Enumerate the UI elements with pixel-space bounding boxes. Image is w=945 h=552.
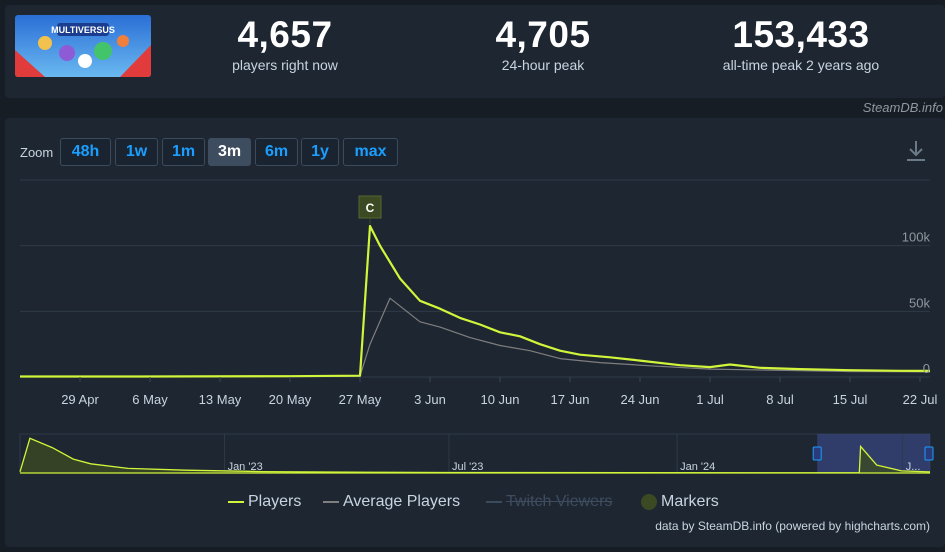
peak-24h-value: 4,705 xyxy=(495,14,591,55)
navigator-tick-label: Jan '23 xyxy=(228,461,263,473)
players-series-line xyxy=(20,224,931,378)
legend-twitch-viewers[interactable]: Twitch Viewers xyxy=(486,493,612,511)
zoom-max-button[interactable]: max xyxy=(343,138,398,166)
y-tick-label: 100k xyxy=(902,230,931,245)
chart-series xyxy=(19,224,931,378)
stats-panel xyxy=(5,5,945,98)
marker-c-label: C xyxy=(366,201,375,215)
x-tick-label: 27 May xyxy=(339,392,382,407)
game-art-icon: MULTIVERSUS xyxy=(15,15,151,77)
x-tick-label: 15 Jul xyxy=(833,392,868,407)
navigator[interactable]: Jan '23 Jul '23 Jan '24 J... xyxy=(19,433,934,474)
y-tick-label: 0 xyxy=(923,361,930,376)
stat-all-time-peak: 153,433 all-time peak 2 years ago xyxy=(681,14,921,74)
legend-players-label: Players xyxy=(248,493,302,510)
y-tick-label: 50k xyxy=(909,295,930,310)
chart-credits[interactable]: data by SteamDB.info (powered by highcha… xyxy=(655,519,930,533)
players-now-value: 4,657 xyxy=(237,14,333,55)
legend-average-label: Average Players xyxy=(343,493,461,510)
navigator-players-area xyxy=(20,438,930,473)
navigator-tick-label: Jul '23 xyxy=(452,461,483,473)
steamdb-source-label[interactable]: SteamDB.info xyxy=(862,100,943,115)
legend-twitch-label: Twitch Viewers xyxy=(506,493,613,510)
zoom-1y-button[interactable]: 1y xyxy=(301,138,339,166)
download-icon[interactable] xyxy=(905,139,927,163)
legend-markers-label: Markers xyxy=(661,493,719,510)
x-tick-label: 17 Jun xyxy=(550,392,589,407)
zoom-label: Zoom xyxy=(20,145,54,160)
legend-players[interactable]: Players xyxy=(228,493,301,511)
zoom-48h-button[interactable]: 48h xyxy=(60,138,111,166)
legend-markers[interactable]: Markers xyxy=(641,493,719,511)
stat-24h-peak: 4,705 24-hour peak xyxy=(423,14,663,74)
navigator-players-line xyxy=(19,437,931,474)
chart-panel xyxy=(5,118,945,547)
chart-tick-labels: 0 50k 100k 29 Apr 6 May 13 May 20 May 27 May 3 J… xyxy=(61,230,937,407)
legend-average-players[interactable]: Average Players xyxy=(323,493,460,511)
x-tick-label: 1 Jul xyxy=(696,392,724,407)
x-tick-label: 10 Jun xyxy=(480,392,519,407)
zoom-6m-button[interactable]: 6m xyxy=(255,138,298,166)
x-tick-label: 29 Apr xyxy=(61,392,99,407)
x-tick-label: 13 May xyxy=(199,392,242,407)
navigator-right-handle[interactable] xyxy=(924,446,934,461)
legend-average-swatch xyxy=(323,500,339,503)
x-tick-label: 6 May xyxy=(132,392,168,407)
legend-players-swatch xyxy=(228,500,244,503)
x-tick-label: 3 Jun xyxy=(414,392,446,407)
stat-players-now: 4,657 players right now xyxy=(165,14,405,74)
game-header-image[interactable]: MULTIVERSUS xyxy=(15,15,151,77)
players-now-label: players right now xyxy=(232,57,338,73)
x-tick-label: 24 Jun xyxy=(620,392,659,407)
all-time-peak-label: all-time peak 2 years ago xyxy=(722,57,880,73)
zoom-1w-button[interactable]: 1w xyxy=(115,138,158,166)
average-players-series-line xyxy=(19,297,931,378)
legend-markers-swatch xyxy=(641,493,657,510)
x-tick-label: 20 May xyxy=(269,392,312,407)
peak-24h-label: 24-hour peak xyxy=(501,57,585,73)
zoom-3m-button[interactable]: 3m xyxy=(208,138,251,166)
navigator-tick-label: Jan '24 xyxy=(680,461,715,473)
navigator-tick-label: J... xyxy=(906,461,921,473)
navigator-left-handle[interactable] xyxy=(812,446,822,461)
chart-markers[interactable]: C xyxy=(358,195,382,224)
marker-c-flag xyxy=(358,195,382,219)
x-tick-label: 8 Jul xyxy=(766,392,794,407)
x-tick-label: 22 Jul xyxy=(903,392,938,407)
all-time-peak-value: 153,433 xyxy=(732,14,870,55)
chart-grid xyxy=(20,179,930,378)
legend-twitch-swatch xyxy=(486,500,502,503)
game-logo-text: MULTIVERSUS xyxy=(51,25,115,35)
zoom-1m-button[interactable]: 1m xyxy=(162,138,205,166)
